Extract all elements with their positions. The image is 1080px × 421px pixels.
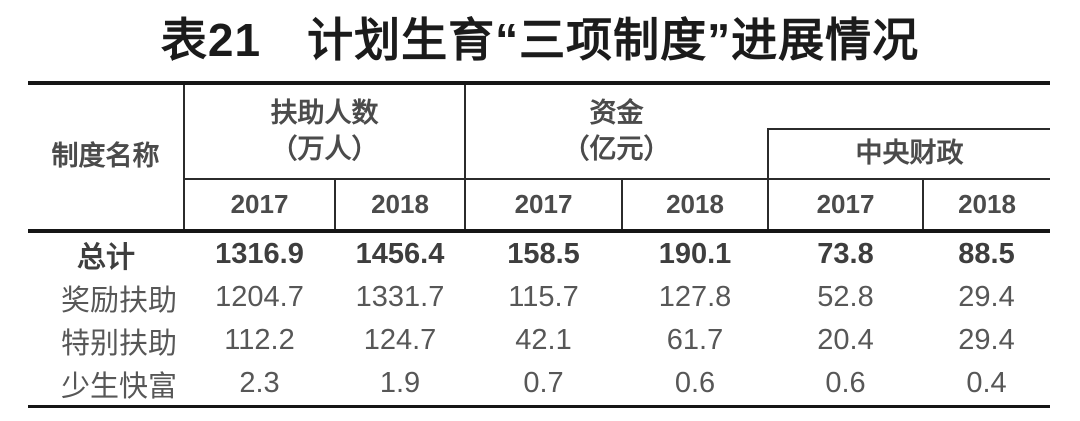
table-number: 表21 (160, 14, 262, 66)
header-year-central-2018: 2018 (922, 179, 1050, 233)
table-cell: 52.8 (817, 281, 874, 313)
header-year-funds-2018: 2018 (621, 179, 768, 233)
table-cell: 29.4 (958, 324, 1015, 356)
header-year-central-2017: 2017 (767, 179, 923, 233)
header-group-funds-line1: 资金 (589, 98, 644, 129)
header-group-funds-line2: （亿元） (562, 133, 671, 164)
table-cell: 1331.7 (355, 281, 445, 313)
table-cell: 0.7 (465, 362, 622, 408)
header-year-funds-2017: 2017 (464, 179, 622, 233)
header-spacer (768, 81, 1050, 130)
header-group-funds: 资金 （亿元） (465, 81, 768, 180)
header-group-assist-line1: 扶助人数 (270, 98, 379, 129)
table-cell: 115.7 (508, 281, 579, 313)
table-cell: 1204.7 (215, 281, 304, 313)
header-group-central: 中央财政 (767, 129, 1050, 180)
table-cell: 0.6 (622, 362, 768, 408)
table-cell: 2.3 (184, 362, 335, 408)
header-year-assist-2017: 2017 (184, 179, 335, 233)
row-label: 总计 (76, 241, 135, 274)
table-cell: 158.5 (507, 238, 580, 270)
table-cell: 20.4 (817, 324, 874, 356)
table-cell: 0.6 (768, 362, 923, 408)
table-cell: 1.9 (335, 362, 465, 408)
header-group-assist-line2: （万人） (270, 133, 379, 164)
header-group-assist: 扶助人数 （万人） (184, 81, 466, 180)
table-cell: 42.1 (515, 324, 572, 356)
table-cell: 1456.4 (355, 238, 445, 270)
table-row-fewer-births: 少生快富 2.3 1.9 0.7 0.6 0.6 0.4 (28, 362, 1050, 408)
row-label: 奖励扶助 (60, 284, 177, 317)
table-row-special-assist: 特别扶助 112.2 124.7 42.1 61.7 20.4 29.4 (28, 319, 1050, 362)
table-cell: 124.7 (363, 324, 437, 356)
table-cell: 29.4 (958, 281, 1015, 313)
header-year-assist-2018: 2018 (334, 179, 465, 233)
table-row-reward-assist: 奖励扶助 1204.7 1331.7 115.7 127.8 52.8 29.4 (28, 276, 1050, 319)
table-cell: 190.1 (658, 238, 732, 270)
statistics-table: 制度名称 扶助人数 （万人） 资金 （亿元） 中央财政 2017 2018 20… (28, 81, 1050, 408)
table-row-total: 总计 1316.9 1456.4 158.5 190.1 73.8 88.5 (28, 231, 1050, 276)
page-title: 表21 计划生育“三项制度”进展情况 (0, 4, 1080, 70)
table-cell: 61.7 (666, 324, 724, 356)
row-label: 少生快富 (28, 362, 184, 408)
table-cell: 127.8 (658, 281, 732, 313)
table-cell: 0.4 (923, 362, 1050, 408)
table-cell: 1316.9 (215, 238, 304, 270)
table-cell: 73.8 (817, 238, 874, 270)
table-cell: 112.2 (224, 324, 295, 356)
header-stub: 制度名称 (28, 81, 185, 233)
table-title-text: 计划生育“三项制度”进展情况 (307, 14, 920, 66)
row-label: 特别扶助 (60, 327, 177, 360)
table-cell: 88.5 (958, 238, 1015, 270)
